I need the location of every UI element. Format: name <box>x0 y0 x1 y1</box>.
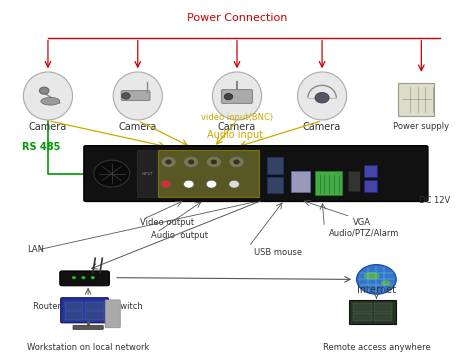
Circle shape <box>183 180 194 188</box>
Text: Power supply: Power supply <box>393 122 449 131</box>
Circle shape <box>91 276 95 279</box>
Circle shape <box>224 93 233 100</box>
Text: Router with built in switch: Router with built in switch <box>33 302 143 311</box>
Text: VGA: VGA <box>353 218 371 228</box>
FancyBboxPatch shape <box>267 157 283 174</box>
Text: Camera: Camera <box>303 122 341 132</box>
Text: Video output: Video output <box>140 218 194 227</box>
FancyBboxPatch shape <box>353 304 372 312</box>
Text: Camera: Camera <box>29 122 67 132</box>
FancyBboxPatch shape <box>158 150 259 197</box>
Text: Camera: Camera <box>218 122 256 132</box>
Ellipse shape <box>364 272 380 280</box>
Ellipse shape <box>23 72 73 120</box>
FancyBboxPatch shape <box>291 171 310 192</box>
FancyBboxPatch shape <box>85 302 104 310</box>
Circle shape <box>229 156 244 168</box>
Circle shape <box>183 156 199 168</box>
FancyBboxPatch shape <box>121 91 150 100</box>
FancyBboxPatch shape <box>316 171 342 195</box>
Ellipse shape <box>113 72 162 120</box>
FancyBboxPatch shape <box>61 298 109 323</box>
Circle shape <box>94 160 130 187</box>
FancyBboxPatch shape <box>105 300 120 328</box>
FancyBboxPatch shape <box>267 177 283 193</box>
Ellipse shape <box>212 72 262 120</box>
FancyBboxPatch shape <box>364 180 377 192</box>
Circle shape <box>39 87 49 94</box>
Text: Audio  output: Audio output <box>151 231 208 240</box>
Text: USB mouse: USB mouse <box>254 248 301 257</box>
Circle shape <box>72 276 76 279</box>
Text: Power Connection: Power Connection <box>187 13 287 23</box>
Text: RS 485: RS 485 <box>22 142 60 152</box>
FancyBboxPatch shape <box>65 302 83 310</box>
Text: LAN: LAN <box>27 245 44 254</box>
FancyBboxPatch shape <box>85 311 104 320</box>
Circle shape <box>206 156 221 168</box>
Circle shape <box>161 180 171 188</box>
Circle shape <box>206 180 217 188</box>
Ellipse shape <box>41 97 60 105</box>
Text: Audio input: Audio input <box>207 130 263 140</box>
Text: Camera: Camera <box>118 122 157 132</box>
Circle shape <box>122 93 130 99</box>
Circle shape <box>234 160 239 164</box>
Text: Remote access anywhere: Remote access anywhere <box>322 343 430 352</box>
Text: DC 12V: DC 12V <box>419 196 450 204</box>
Ellipse shape <box>381 280 391 285</box>
Text: INPUT: INPUT <box>141 171 153 176</box>
Circle shape <box>315 92 329 103</box>
FancyBboxPatch shape <box>364 165 377 178</box>
Circle shape <box>161 156 176 168</box>
Circle shape <box>229 180 239 188</box>
FancyBboxPatch shape <box>348 171 360 192</box>
FancyBboxPatch shape <box>374 313 392 321</box>
FancyBboxPatch shape <box>353 313 372 321</box>
FancyBboxPatch shape <box>349 300 396 324</box>
FancyBboxPatch shape <box>398 83 434 116</box>
FancyBboxPatch shape <box>221 89 253 103</box>
Circle shape <box>188 160 194 164</box>
Ellipse shape <box>298 72 346 120</box>
FancyBboxPatch shape <box>137 150 157 197</box>
FancyBboxPatch shape <box>65 311 83 320</box>
FancyBboxPatch shape <box>73 325 103 329</box>
FancyBboxPatch shape <box>60 271 109 286</box>
Circle shape <box>356 264 396 294</box>
Text: Workstation on local network: Workstation on local network <box>27 343 149 352</box>
Circle shape <box>211 160 217 164</box>
FancyBboxPatch shape <box>84 146 428 201</box>
Circle shape <box>82 276 85 279</box>
Circle shape <box>165 160 171 164</box>
Text: Audio/PTZ/Alarm: Audio/PTZ/Alarm <box>329 229 400 238</box>
Text: video input(BNC): video input(BNC) <box>201 113 273 122</box>
FancyBboxPatch shape <box>374 304 392 312</box>
Text: Internet: Internet <box>357 285 396 295</box>
